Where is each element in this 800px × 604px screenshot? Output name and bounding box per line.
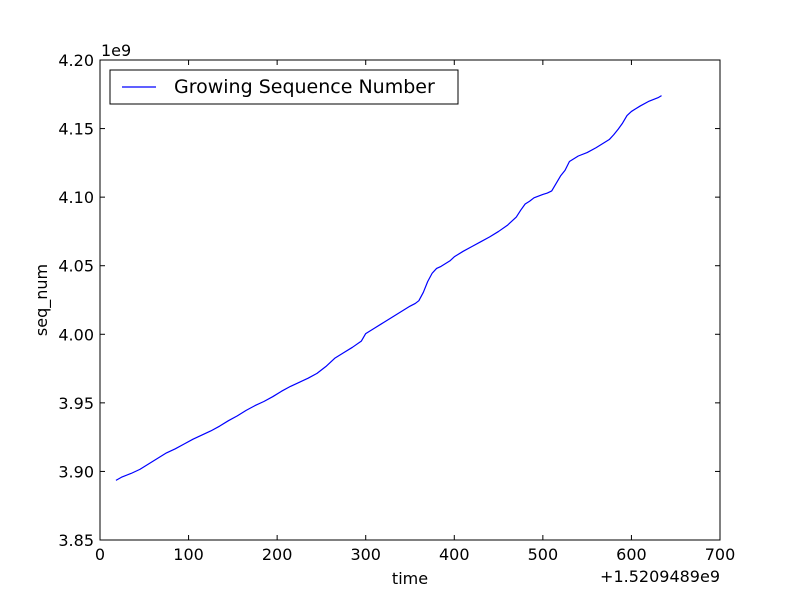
legend: Growing Sequence Number — [109, 69, 459, 105]
x-tick-label: 700 — [705, 545, 736, 564]
x-tick-label: 300 — [350, 545, 381, 564]
x-tick-label: 600 — [616, 545, 647, 564]
y-tick-label: 4.10 — [58, 188, 94, 207]
y-tick-label: 4.00 — [58, 325, 94, 344]
x-tick-label: 0 — [95, 545, 105, 564]
y-axis-label: seq_num — [32, 264, 52, 336]
x-tick-label: 500 — [528, 545, 559, 564]
x-tick-label: 100 — [173, 545, 204, 564]
legend-box — [109, 69, 459, 105]
y-tick-label: 4.20 — [58, 51, 94, 70]
plot-frame — [99, 59, 721, 541]
axis-ticks: 0 100 200 300 400 500 600 700 3.85 3.90 3.95 4.00 4.… — [58, 51, 735, 564]
legend-label-growing-sequence-number: Growing Sequence Number — [174, 76, 435, 98]
y-tick-label: 3.95 — [58, 394, 94, 413]
x-offset-label: +1.5209489e9 — [600, 567, 720, 586]
y-tick-label: 3.85 — [58, 531, 94, 550]
y-tick-label: 4.15 — [58, 120, 94, 139]
x-axis-label: time — [392, 569, 428, 588]
y-multiplier-label: 1e9 — [101, 41, 131, 60]
plot-marks — [115, 95, 662, 481]
series-line-growing-sequence-number — [115, 95, 662, 481]
y-tick-label: 4.05 — [58, 257, 94, 276]
y-tick-label: 3.90 — [58, 462, 94, 481]
x-tick-label: 200 — [262, 545, 293, 564]
x-tick-label: 400 — [439, 545, 470, 564]
